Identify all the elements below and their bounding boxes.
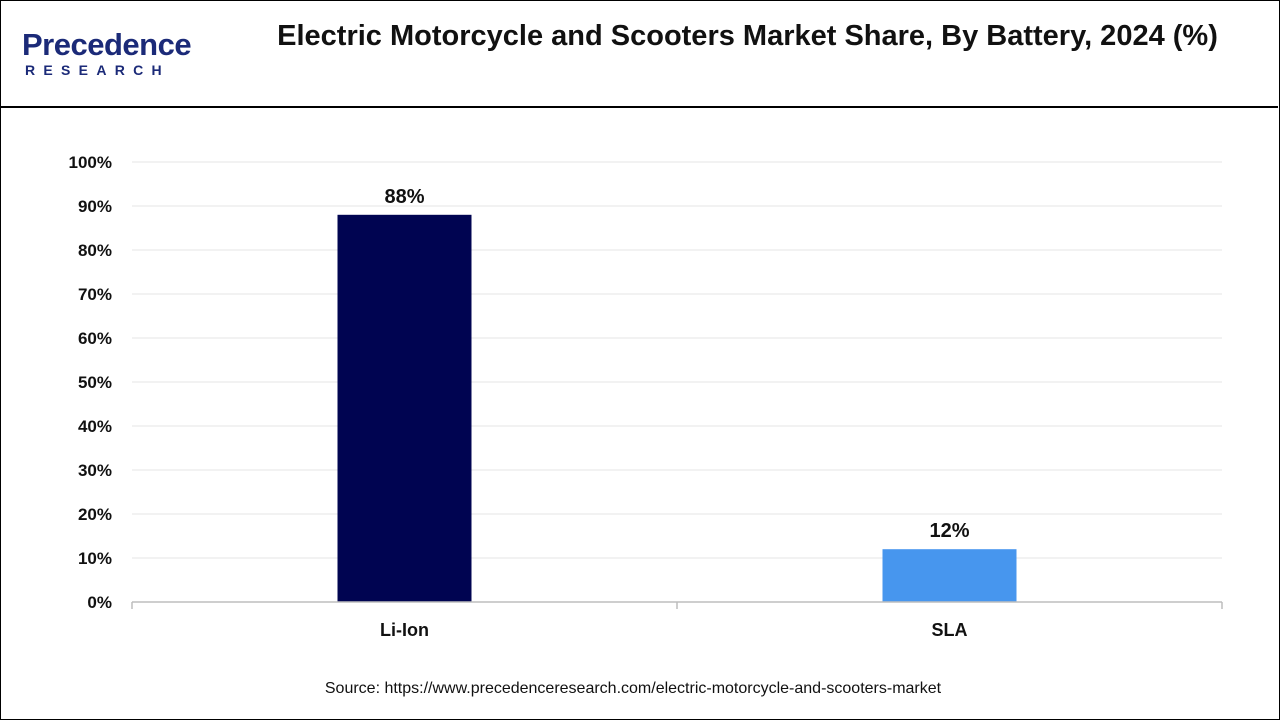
brand-logo: Precedence RESEARCH: [22, 28, 212, 82]
x-tick-label: SLA: [932, 620, 968, 640]
brand-tagline: RESEARCH: [25, 62, 170, 78]
bar-chart: 0% 10% 20% 30% 40% 50% 60% 70% 80% 90% 100% 88% Li-…: [69, 153, 1223, 640]
y-tick-label: 70%: [78, 285, 112, 304]
y-tick-label: 50%: [78, 373, 112, 392]
y-tick-label: 40%: [78, 417, 112, 436]
y-tick-label: 90%: [78, 197, 112, 216]
y-axis-ticks: 0% 10% 20% 30% 40% 50% 60% 70% 80% 90% 100%: [69, 153, 112, 612]
bar-sla: [882, 549, 1017, 602]
labels: 88% Li-Ion 12% SLA: [380, 186, 970, 640]
y-tick-label: 60%: [78, 329, 112, 348]
data-label: 88%: [384, 186, 424, 208]
y-tick-label: 100%: [69, 153, 112, 172]
source-note: Source: https://www.precedenceresearch.c…: [324, 680, 942, 697]
y-tick-label: 80%: [78, 241, 112, 260]
x-axis: [131, 601, 1223, 609]
grid-lines: [132, 161, 1222, 559]
bar-li-ion: [337, 214, 472, 603]
bars: [337, 214, 1017, 603]
chart-title: Electric Motorcycle and Scooters Market …: [277, 20, 1218, 52]
y-tick-label: 10%: [78, 549, 112, 568]
x-tick-label: Li-Ion: [380, 620, 429, 640]
y-tick-label: 0%: [87, 593, 112, 612]
header: Precedence RESEARCH Electric Motorcycle …: [0, 0, 1278, 108]
y-tick-label: 20%: [78, 505, 112, 524]
data-label: 12%: [929, 520, 969, 542]
y-tick-label: 30%: [78, 461, 112, 480]
brand-name: Precedence: [22, 27, 192, 62]
